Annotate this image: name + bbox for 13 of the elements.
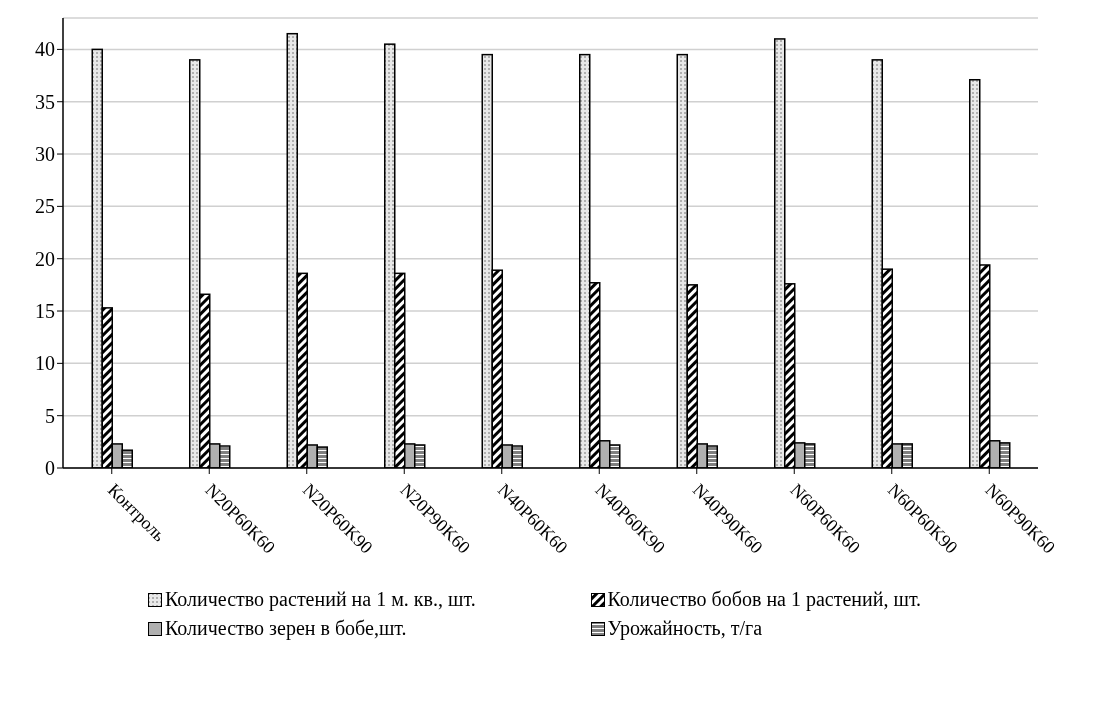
y-tick-label: 30 bbox=[35, 143, 55, 166]
legend-label: Урожайность, т/га bbox=[607, 617, 763, 640]
y-tick-label: 0 bbox=[45, 457, 55, 480]
y-tick-label: 20 bbox=[35, 247, 55, 270]
legend-label: Количество зерен в бобе,шт. bbox=[165, 617, 407, 640]
legend-label: Количество бобов на 1 растений, шт. bbox=[607, 588, 922, 611]
y-tick-label: 10 bbox=[35, 352, 55, 375]
y-tick-label: 25 bbox=[35, 195, 55, 218]
y-tick-label: 15 bbox=[35, 300, 55, 323]
y-tick-label: 5 bbox=[45, 404, 55, 427]
legend-label: Количество растений на 1 м. кв., шт. bbox=[165, 588, 476, 611]
y-tick-label: 35 bbox=[35, 90, 55, 113]
y-tick-label: 40 bbox=[35, 38, 55, 61]
